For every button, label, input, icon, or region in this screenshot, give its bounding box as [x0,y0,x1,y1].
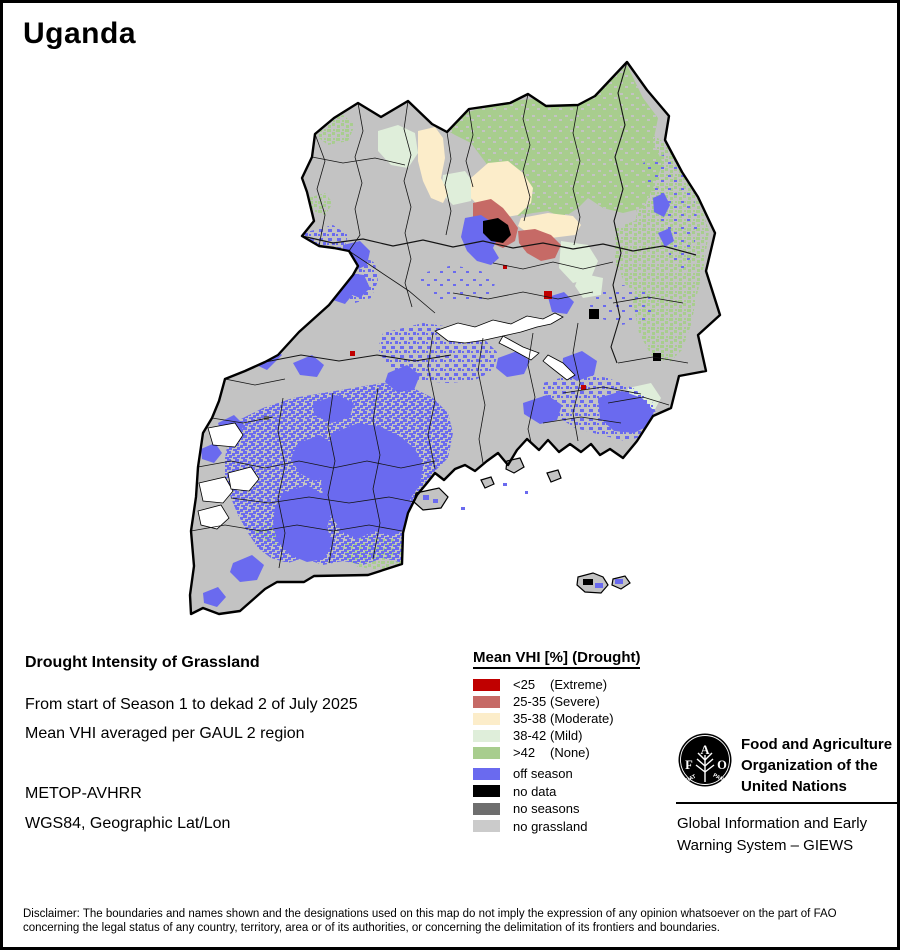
fao-letter-o: O [717,758,727,772]
legend-swatch-off-season [473,767,500,780]
green-gray-mottle [438,65,663,218]
no-data-regions [483,218,661,361]
legend-season: off season no data no seasons no grassla… [473,765,683,835]
map-subject-heading: Drought Intensity of Grassland [25,654,260,671]
info-block: Drought Intensity of Grassland From star… [25,655,455,832]
legend-row: off season [473,765,683,783]
legend-row: 25-35 (Severe) [473,693,683,710]
method-line: Mean VHI averaged per GAUL 2 region [25,725,305,742]
sensor-line: METOP-AVHRR [25,785,142,802]
period-line: From start of Season 1 to dekad 2 of Jul… [25,696,358,713]
wheat-ear-icon [695,752,715,782]
footer-divider [676,802,897,804]
legend-title: Mean VHI [%] (Drought) [473,649,641,669]
legend-swatch-no-grassland [473,820,500,833]
legend-row: no grassland [473,818,683,836]
disclaimer-text: Disclaimer: The boundaries and names sho… [23,908,837,934]
legend-row: 38-42 (Mild) [473,727,683,744]
fao-letter-a: A [700,743,709,757]
legend-row: no data [473,783,683,801]
district-boundaries [190,62,697,569]
drought-extreme-regions [350,265,586,390]
legend-swatch-moderate [473,712,500,725]
projection-line: WGS84, Geographic Lat/Lon [25,815,231,832]
legend-row: >42 (None) [473,744,683,761]
legend-swatch-none [473,746,500,759]
fao-name: Food and Agriculture Organization of the… [741,736,893,795]
legend-swatch-extreme [473,678,500,691]
legend-row: 35-38 (Moderate) [473,710,683,727]
legend-swatch-no-data [473,785,500,798]
lake-victoria-islands [413,457,631,594]
legend-swatch-mild [473,729,500,742]
lake-kyoga [434,312,564,344]
legend-row: no seasons [473,800,683,818]
fao-letter-f: F [685,758,693,772]
giews-name: Global Information and Early Warning Sys… [677,815,868,854]
legend-swatch-no-seasons [473,802,500,815]
fao-logo: A F O FIAT PANIS [678,733,732,787]
legend-row: <25 (Extreme) [473,676,683,693]
legend-swatch-severe [473,695,500,708]
fao-motto-left: FIAT [684,773,698,784]
legend-drought: Mean VHI [%] (Drought) <25 (Extreme) 25-3… [473,649,683,761]
page-title: Uganda [23,17,137,50]
uganda-map: A F O FIAT PANIS [188,60,732,787]
